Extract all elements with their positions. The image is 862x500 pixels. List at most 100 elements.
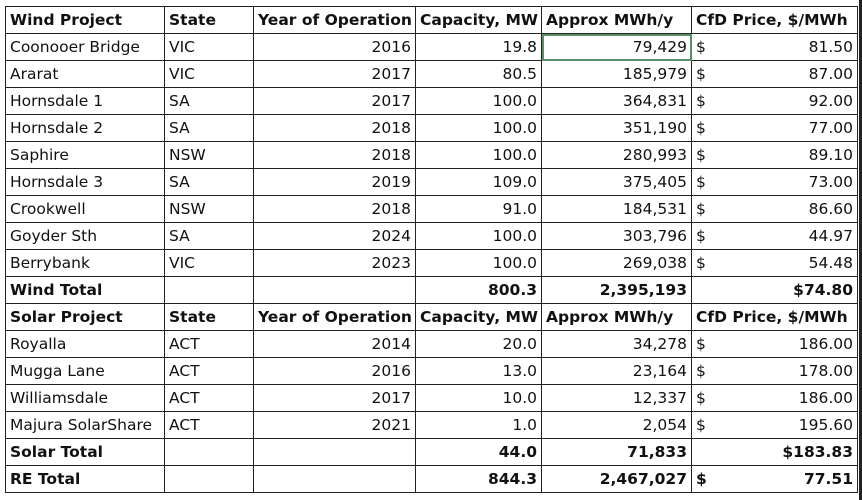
header-cell[interactable]: Year of Operation [253,6,416,34]
total-price-cell[interactable]: $74.80 [691,276,858,304]
capacity-cell[interactable]: 100.0 [415,87,542,115]
mwh-cell[interactable]: 364,831 [541,87,692,115]
total-mwh-cell[interactable]: 2,395,193 [541,276,692,304]
project-name-cell[interactable]: Hornsdale 2 [5,114,165,142]
mwh-cell[interactable]: 303,796 [541,222,692,250]
project-name-cell[interactable]: Ararat [5,60,165,88]
mwh-cell[interactable]: 185,979 [541,60,692,88]
state-cell[interactable]: ACT [164,330,254,358]
header-cell[interactable]: Solar Project [5,303,165,331]
price-cell[interactable]: $73.00 [691,168,858,196]
capacity-cell[interactable]: 20.0 [415,330,542,358]
empty-cell[interactable] [164,465,254,493]
total-mwh-cell[interactable]: 71,833 [541,438,692,466]
state-cell[interactable]: VIC [164,33,254,61]
capacity-cell[interactable]: 1.0 [415,411,542,439]
year-cell[interactable]: 2018 [253,141,416,169]
price-cell[interactable]: $92.00 [691,87,858,115]
mwh-cell[interactable]: 184,531 [541,195,692,223]
price-cell[interactable]: $89.10 [691,141,858,169]
year-cell[interactable]: 2017 [253,87,416,115]
price-cell[interactable]: $54.48 [691,249,858,277]
total-label-cell[interactable]: RE Total [5,465,165,493]
year-cell[interactable]: 2021 [253,411,416,439]
header-cell[interactable]: CfD Price, $/MWh [691,6,858,34]
mwh-cell[interactable]: 375,405 [541,168,692,196]
header-cell[interactable]: Approx MWh/y [541,303,692,331]
header-cell[interactable]: CfD Price, $/MWh [691,303,858,331]
empty-cell[interactable] [253,276,416,304]
capacity-cell[interactable]: 19.8 [415,33,542,61]
project-name-cell[interactable]: Royalla [5,330,165,358]
empty-cell[interactable] [164,276,254,304]
state-cell[interactable]: SA [164,87,254,115]
header-cell[interactable]: State [164,303,254,331]
year-cell[interactable]: 2023 [253,249,416,277]
price-cell[interactable]: $86.60 [691,195,858,223]
price-cell[interactable]: $178.00 [691,357,858,385]
header-cell[interactable]: State [164,6,254,34]
total-label-cell[interactable]: Solar Total [5,438,165,466]
capacity-cell[interactable]: 100.0 [415,141,542,169]
state-cell[interactable]: SA [164,168,254,196]
capacity-cell[interactable]: 80.5 [415,60,542,88]
mwh-cell[interactable]: 280,993 [541,141,692,169]
empty-cell[interactable] [253,465,416,493]
capacity-cell[interactable]: 100.0 [415,222,542,250]
empty-cell[interactable] [253,438,416,466]
mwh-cell[interactable]: 34,278 [541,330,692,358]
project-name-cell[interactable]: Coonooer Bridge [5,33,165,61]
capacity-cell[interactable]: 109.0 [415,168,542,196]
project-name-cell[interactable]: Goyder Sth [5,222,165,250]
state-cell[interactable]: ACT [164,411,254,439]
header-cell[interactable]: Capacity, MW [415,303,542,331]
state-cell[interactable]: NSW [164,141,254,169]
price-cell[interactable]: $77.00 [691,114,858,142]
state-cell[interactable]: NSW [164,195,254,223]
price-cell[interactable]: $87.00 [691,60,858,88]
header-cell[interactable]: Year of Operation [253,303,416,331]
mwh-cell[interactable]: 351,190 [541,114,692,142]
capacity-cell[interactable]: 100.0 [415,114,542,142]
project-name-cell[interactable]: Berrybank [5,249,165,277]
capacity-cell[interactable]: 100.0 [415,249,542,277]
year-cell[interactable]: 2014 [253,330,416,358]
mwh-cell[interactable]: 23,164 [541,357,692,385]
project-name-cell[interactable]: Hornsdale 3 [5,168,165,196]
mwh-cell[interactable]: 269,038 [541,249,692,277]
year-cell[interactable]: 2019 [253,168,416,196]
capacity-cell[interactable]: 91.0 [415,195,542,223]
year-cell[interactable]: 2018 [253,114,416,142]
year-cell[interactable]: 2024 [253,222,416,250]
year-cell[interactable]: 2018 [253,195,416,223]
total-mwh-cell[interactable]: 2,467,027 [541,465,692,493]
total-price-cell[interactable]: $183.83 [691,438,858,466]
mwh-cell[interactable]: 2,054 [541,411,692,439]
capacity-cell[interactable]: 13.0 [415,357,542,385]
state-cell[interactable]: SA [164,222,254,250]
project-name-cell[interactable]: Williamsdale [5,384,165,412]
state-cell[interactable]: ACT [164,384,254,412]
total-capacity-cell[interactable]: 800.3 [415,276,542,304]
year-cell[interactable]: 2016 [253,357,416,385]
price-cell[interactable]: $186.00 [691,330,858,358]
price-cell[interactable]: $81.50 [691,33,858,61]
state-cell[interactable]: ACT [164,357,254,385]
total-label-cell[interactable]: Wind Total [5,276,165,304]
mwh-cell[interactable]: 12,337 [541,384,692,412]
empty-cell[interactable] [164,438,254,466]
price-cell[interactable]: $186.00 [691,384,858,412]
price-cell[interactable]: $44.97 [691,222,858,250]
project-name-cell[interactable]: Hornsdale 1 [5,87,165,115]
state-cell[interactable]: SA [164,114,254,142]
header-cell[interactable]: Approx MWh/y [541,6,692,34]
year-cell[interactable]: 2017 [253,60,416,88]
total-price-cell[interactable]: $77.51 [691,465,858,493]
price-cell[interactable]: $195.60 [691,411,858,439]
mwh-cell[interactable]: 79,429 [541,33,692,61]
state-cell[interactable]: VIC [164,249,254,277]
capacity-cell[interactable]: 10.0 [415,384,542,412]
header-cell[interactable]: Wind Project [5,6,165,34]
project-name-cell[interactable]: Saphire [5,141,165,169]
header-cell[interactable]: Capacity, MW [415,6,542,34]
